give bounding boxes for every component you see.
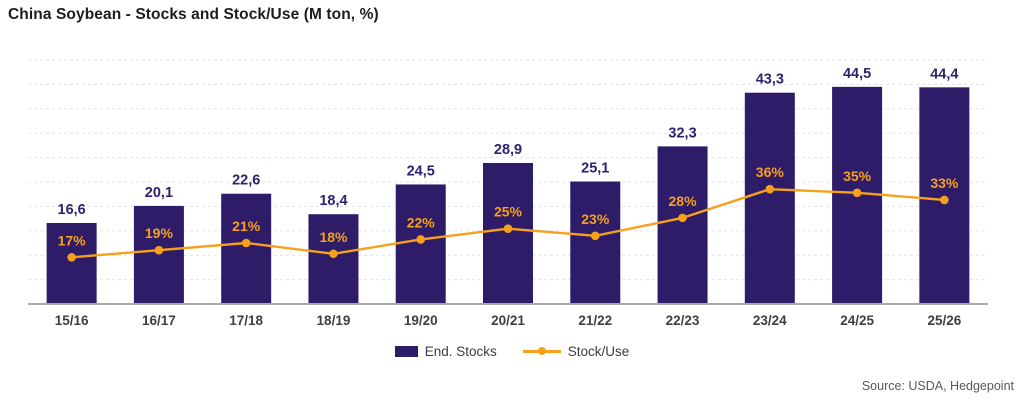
chart-legend: End. Stocks Stock/Use bbox=[0, 341, 1024, 361]
stockuse-point-23/24 bbox=[765, 184, 775, 194]
stockuse-point-label: 18% bbox=[319, 229, 348, 245]
x-axis-label-19/20: 19/20 bbox=[404, 313, 438, 328]
stockuse-point-label: 25% bbox=[494, 204, 523, 220]
bar-value-label: 22,6 bbox=[232, 173, 260, 189]
stockuse-point-17/18 bbox=[241, 238, 251, 248]
legend-item-end-stocks: End. Stocks bbox=[394, 343, 497, 359]
stockuse-point-25/26 bbox=[940, 195, 949, 205]
bar-value-label: 32,3 bbox=[668, 125, 696, 141]
bar-15/16 bbox=[46, 222, 97, 304]
chart-title: China Soybean - Stocks and Stock/Use (M … bbox=[8, 6, 379, 23]
bar-16/17 bbox=[133, 205, 184, 304]
x-axis-label-17/18: 17/18 bbox=[229, 313, 263, 328]
stockuse-point-16/17 bbox=[154, 245, 164, 255]
bar-value-label: 44,5 bbox=[843, 66, 871, 82]
stockuse-point-label: 23% bbox=[581, 211, 610, 227]
line-swatch-icon bbox=[522, 346, 561, 356]
stockuse-point-label: 17% bbox=[58, 232, 87, 248]
x-axis-label-21/22: 21/22 bbox=[578, 313, 612, 328]
bar-value-label: 25,1 bbox=[581, 161, 609, 177]
stockuse-point-label: 33% bbox=[930, 175, 959, 191]
bar-value-label: 44,4 bbox=[930, 66, 958, 82]
legend-label-stock-use: Stock/Use bbox=[567, 343, 630, 359]
stockuse-point-label: 28% bbox=[669, 193, 698, 209]
stockuse-point-21/22 bbox=[590, 231, 600, 241]
bar-value-label: 20,1 bbox=[145, 185, 173, 201]
bar-value-label: 24,5 bbox=[407, 163, 435, 179]
stockuse-point-label: 21% bbox=[232, 218, 261, 234]
bar-20/21 bbox=[483, 162, 533, 304]
stockuse-point-label: 36% bbox=[756, 164, 785, 180]
stockuse-point-label: 22% bbox=[407, 214, 436, 230]
bar-22/23 bbox=[657, 146, 708, 304]
stockuse-point-24/25 bbox=[852, 188, 862, 198]
x-axis-label-25/26: 25/26 bbox=[927, 313, 961, 328]
bar-18/19 bbox=[308, 214, 359, 304]
bar-17/18 bbox=[221, 193, 272, 304]
bar-19/20 bbox=[395, 184, 446, 304]
x-axis-label-16/17: 16/17 bbox=[142, 313, 176, 328]
stockuse-point-label: 19% bbox=[145, 225, 174, 241]
stockuse-point-19/20 bbox=[416, 235, 426, 244]
line-swatch-dot bbox=[537, 347, 546, 355]
bar-swatch-icon bbox=[394, 345, 418, 357]
bar-21/22 bbox=[570, 181, 621, 304]
legend-item-stock-use: Stock/Use bbox=[522, 343, 630, 359]
legend-label-end-stocks: End. Stocks bbox=[424, 343, 497, 359]
x-axis-label-23/24: 23/24 bbox=[753, 313, 787, 328]
x-axis-label-24/25: 24/25 bbox=[840, 313, 874, 328]
bar-value-label: 16,6 bbox=[58, 202, 86, 218]
stockuse-point-22/23 bbox=[678, 213, 687, 223]
x-axis-label-15/16: 15/16 bbox=[55, 313, 89, 328]
bar-value-label: 18,4 bbox=[319, 193, 347, 209]
stockuse-point-18/19 bbox=[329, 249, 338, 259]
bar-value-label: 43,3 bbox=[756, 72, 784, 88]
source-note: Source: USDA, Hedgepoint bbox=[861, 379, 1014, 393]
bar-value-label: 28,9 bbox=[494, 142, 522, 158]
x-axis-label-18/19: 18/19 bbox=[317, 313, 351, 328]
stockuse-point-20/21 bbox=[503, 224, 513, 233]
stockuse-point-15/16 bbox=[67, 253, 76, 262]
x-axis-label-20/21: 20/21 bbox=[491, 313, 525, 328]
x-axis-label-22/23: 22/23 bbox=[666, 313, 700, 328]
bar-23/24 bbox=[744, 92, 795, 304]
stockuse-point-label: 35% bbox=[843, 168, 872, 184]
